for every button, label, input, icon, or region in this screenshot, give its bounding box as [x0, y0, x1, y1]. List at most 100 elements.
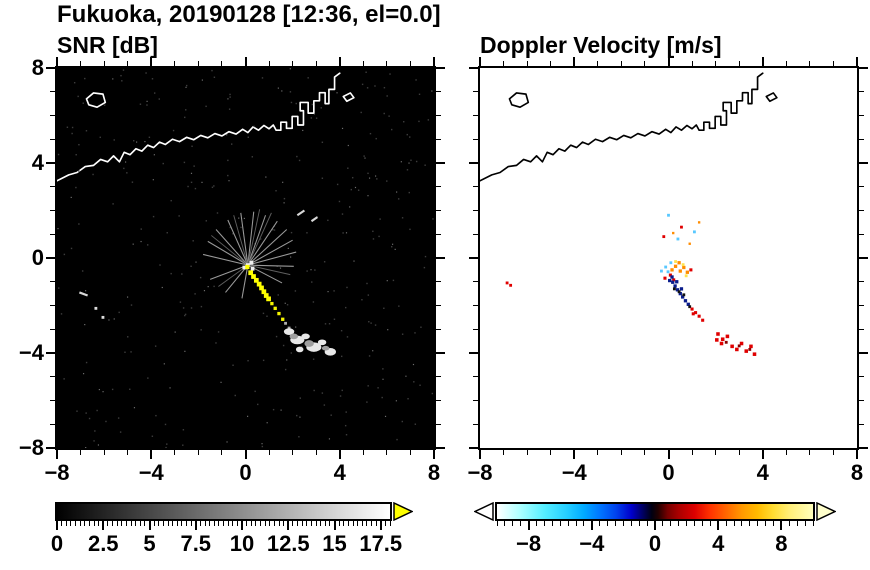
background-noise [400, 161, 402, 163]
colorbar-tick [646, 521, 648, 526]
background-noise [406, 169, 409, 171]
axis-tick [473, 210, 478, 211]
axis-tick [473, 423, 478, 425]
axis-tick [409, 61, 411, 66]
background-noise [350, 188, 353, 191]
colorbar-tick [638, 521, 640, 526]
background-noise [390, 246, 393, 248]
background-noise [361, 83, 364, 86]
axis-tick [221, 61, 223, 66]
axis-tick [50, 423, 55, 425]
axis-tick [56, 57, 58, 66]
background-noise [418, 93, 421, 96]
axis-tick [433, 57, 435, 66]
background-noise [407, 398, 409, 400]
velocity-pixel-red [715, 338, 719, 342]
axis-tick [469, 352, 478, 354]
background-noise [261, 77, 264, 79]
axis-tick [859, 281, 864, 283]
echo-slash [310, 216, 318, 223]
background-noise [320, 107, 322, 109]
colorbar-tick [70, 521, 72, 526]
background-noise [262, 359, 265, 362]
axis-tick [362, 61, 364, 66]
background-noise [338, 200, 341, 203]
axis-tick [50, 186, 55, 188]
background-noise [397, 198, 400, 200]
axis-tick [597, 450, 599, 455]
colorbar-tick [186, 521, 187, 526]
colorbar-tick [512, 521, 514, 526]
background-noise [383, 112, 385, 115]
background-noise [286, 304, 289, 306]
background-noise [190, 181, 193, 184]
snr-plot-canvas [57, 68, 434, 448]
background-noise [377, 387, 379, 389]
velocity-pixel-red [505, 281, 509, 285]
background-noise [275, 335, 278, 338]
background-noise [315, 117, 318, 119]
colorbar-tick [75, 521, 76, 526]
colorbar-tick [352, 521, 354, 526]
colorbar-tick [125, 521, 127, 526]
radial-clutter-ray [215, 229, 249, 266]
background-noise [367, 385, 369, 387]
echo-blob [321, 345, 330, 351]
background-noise [368, 321, 370, 323]
velocity-pixel-navy [668, 278, 672, 283]
background-noise [124, 351, 126, 353]
background-noise [170, 272, 172, 275]
background-noise [153, 92, 156, 94]
axis-tick [436, 186, 441, 188]
axis-tick [436, 281, 441, 283]
axis-tick [127, 450, 129, 455]
center-core [249, 260, 254, 265]
background-noise [108, 319, 110, 321]
radial-clutter-ray [247, 264, 291, 276]
yellow-echo-streak [259, 285, 264, 291]
velocity-pixel-orange [672, 231, 675, 235]
background-noise [243, 217, 245, 220]
axis-tick [386, 450, 388, 455]
background-noise [81, 270, 84, 272]
background-noise [366, 282, 368, 285]
axis-tick [620, 61, 622, 66]
colorbar-tick [765, 521, 767, 526]
radial-clutter-ray [233, 215, 249, 266]
background-noise [200, 305, 203, 308]
background-noise [295, 326, 297, 328]
axis-tick [479, 450, 481, 459]
colorbar-tick [527, 521, 530, 530]
background-noise [392, 279, 395, 282]
background-noise [328, 323, 331, 325]
x-tick-label: −8 [44, 460, 70, 485]
axis-tick [46, 352, 55, 354]
background-noise [122, 69, 125, 71]
colorbar-tick [116, 521, 118, 526]
background-noise [211, 69, 213, 72]
background-noise [161, 286, 163, 289]
background-noise [120, 74, 122, 77]
background-noise [281, 90, 283, 92]
velocity-pixel-red [689, 268, 693, 272]
axis-tick [244, 450, 247, 459]
background-noise [272, 229, 274, 231]
axis-tick [526, 61, 528, 66]
axis-tick [315, 450, 317, 455]
colorbar-tick [199, 521, 201, 526]
axis-tick [550, 61, 552, 66]
axis-tick [469, 447, 478, 449]
colorbar-tick [333, 521, 336, 530]
background-noise [182, 307, 185, 309]
background-noise [387, 329, 389, 331]
velocity-pixel-red [730, 344, 734, 349]
background-noise [420, 326, 422, 328]
colorbar-tick [56, 521, 58, 530]
background-noise [227, 174, 229, 177]
background-noise [381, 396, 383, 399]
colorbar-tick [366, 521, 368, 526]
background-noise [151, 435, 154, 437]
background-noise [99, 136, 101, 139]
background-noise [294, 290, 297, 292]
background-noise [131, 181, 134, 183]
